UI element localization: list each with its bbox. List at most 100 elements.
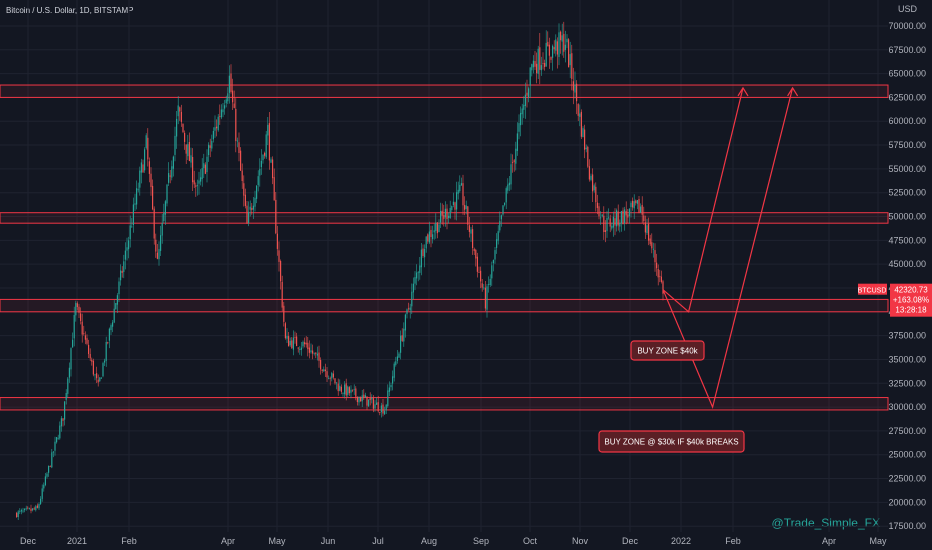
candle-body (516, 133, 518, 151)
candle-body (660, 276, 662, 282)
symbol-tag-text: BTCUSD (858, 288, 887, 295)
candle-body (590, 175, 592, 180)
candle-body (294, 336, 296, 338)
candle-body (145, 135, 147, 149)
candle-body (366, 396, 368, 406)
candle-body (232, 90, 234, 103)
candle-body (548, 44, 550, 56)
candle-body (472, 229, 474, 249)
candle-body (468, 225, 470, 232)
candle-body (452, 201, 454, 205)
candle-body (508, 182, 510, 186)
candle-body (144, 149, 146, 171)
candle-body (411, 291, 413, 307)
candle-body (592, 174, 594, 192)
candle-body (161, 222, 163, 236)
candle-body (451, 205, 453, 210)
candle-body (225, 99, 227, 104)
candle-body (489, 278, 491, 285)
price-tag-price: 42320.73 (894, 286, 928, 295)
zone-zone-30k[interactable] (0, 397, 889, 411)
candle-body (492, 260, 494, 264)
candle-body (572, 81, 574, 91)
candle-body (644, 222, 646, 233)
candle-body (390, 385, 392, 388)
candle-body (400, 335, 402, 353)
x-tick-label: Apr (221, 536, 235, 546)
candle-body (204, 164, 206, 174)
candle-body (419, 265, 421, 273)
x-tick-label: 2021 (67, 536, 87, 546)
candle-body (620, 211, 622, 224)
y-tick-label: 65000.00 (888, 69, 926, 79)
candle-body (630, 202, 632, 208)
candle-body (651, 242, 653, 249)
candle-body (140, 162, 142, 173)
candle-body (81, 321, 83, 335)
candle-body (89, 354, 91, 359)
candle-body (470, 229, 472, 234)
candle-body (502, 205, 504, 215)
candle-body (96, 373, 98, 379)
candle-body (507, 184, 509, 191)
candle-body (312, 350, 314, 354)
candle-body (588, 166, 590, 180)
candle-body (552, 45, 554, 58)
candle-body (176, 118, 178, 137)
candle-body (217, 116, 219, 131)
candle-body (640, 206, 642, 213)
candle-body (166, 184, 168, 204)
candle-body (609, 218, 611, 227)
zone-zone-40k[interactable] (0, 298, 889, 313)
candle-body (368, 399, 370, 407)
candle-body (99, 377, 101, 382)
candle-body (164, 201, 166, 215)
x-tick-label: Dec (20, 536, 37, 546)
candle-body (633, 201, 635, 209)
candle-body (304, 342, 306, 345)
candle-body (504, 202, 506, 205)
candle-body (112, 322, 114, 327)
zone-zone-63k[interactable] (0, 84, 889, 98)
candle-body (300, 347, 302, 350)
candle-body (224, 105, 226, 109)
candle-body (350, 389, 352, 393)
buy-zone-30k-box[interactable] (598, 430, 745, 453)
candle-body (406, 309, 408, 315)
candle-body (539, 47, 541, 70)
candle-body (598, 206, 600, 217)
candle-body (276, 233, 278, 249)
candle-body (254, 197, 256, 207)
candle-body (619, 223, 621, 227)
candle-body (574, 84, 576, 93)
candle-body (297, 347, 299, 349)
candle-body (214, 127, 216, 131)
candle-body (488, 283, 490, 285)
candle-body (228, 75, 230, 93)
candle-body (352, 389, 354, 391)
candle-body (449, 208, 451, 219)
candle-body (638, 199, 640, 213)
candle-body (286, 335, 288, 339)
candle-body (283, 305, 285, 322)
candle-body (584, 129, 586, 150)
candle-body (646, 225, 648, 234)
candle-body (211, 140, 213, 149)
candle-body (387, 390, 389, 407)
candle-body (180, 111, 182, 122)
buy-zone-40k-box[interactable] (630, 340, 705, 361)
buy-zone-30k-label: BUY ZONE @ $30k IF $40k BREAKS (604, 438, 738, 447)
candle-body (595, 186, 597, 203)
projection-path-2[interactable] (662, 87, 794, 409)
projection-path-1[interactable] (662, 87, 744, 313)
candle-body (648, 223, 650, 241)
candle-body (662, 281, 664, 294)
candle-body (86, 338, 88, 344)
candle-body (230, 73, 232, 92)
price-tag (890, 283, 932, 317)
candle-body (36, 505, 38, 508)
candle-body (521, 108, 523, 115)
chart-header: Bitcoin / U.S. Dollar, 1D, BITSTAMP (6, 6, 134, 15)
candle-body (216, 126, 218, 129)
